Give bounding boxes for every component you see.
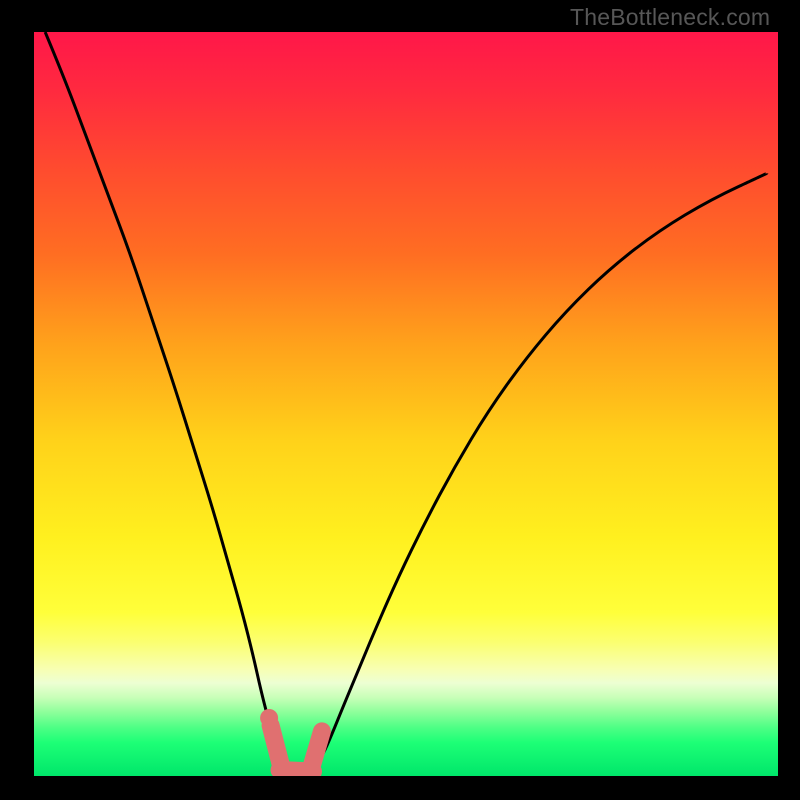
gradient-background <box>34 32 778 776</box>
plot-area <box>34 32 778 776</box>
watermark-text: TheBottleneck.com <box>570 4 770 31</box>
bottleneck-chart <box>34 32 778 776</box>
marker-right-cap <box>311 731 322 769</box>
marker-dot <box>260 709 278 727</box>
